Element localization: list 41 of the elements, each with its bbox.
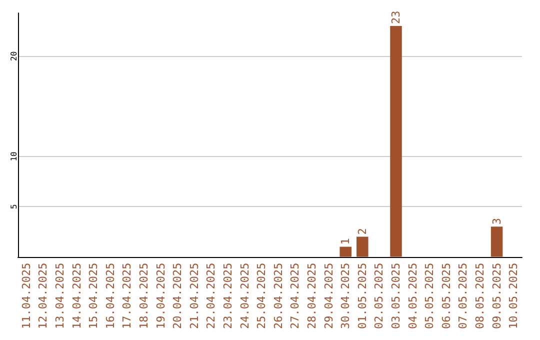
- x-tick-label: 30.04.2025: [339, 262, 352, 330]
- x-tick-label: 10.05.2025: [507, 262, 520, 330]
- x-tick-label: 09.05.2025: [490, 262, 504, 330]
- x-tick-label: 17.04.2025: [120, 262, 134, 330]
- bar: [490, 226, 503, 257]
- x-tick-label: 27.04.2025: [288, 262, 302, 330]
- bar: [340, 246, 352, 257]
- y-tick-label: 20: [10, 51, 18, 61]
- x-tick-label: 19.04.2025: [154, 262, 168, 330]
- data-label: 23: [390, 10, 402, 24]
- x-tick-label: 05.05.2025: [423, 262, 436, 330]
- x-tick-label: 03.05.2025: [390, 262, 402, 330]
- bar: [390, 26, 402, 257]
- x-tick-label: 29.04.2025: [322, 262, 336, 330]
- x-tick-label: 14.04.2025: [70, 262, 84, 330]
- x-tick-label: 01.05.2025: [356, 262, 369, 330]
- x-tick-label: 26.04.2025: [272, 262, 285, 330]
- x-tick-label: 28.04.2025: [306, 262, 318, 330]
- x-tick-label: 21.04.2025: [188, 262, 201, 330]
- x-tick-label: 07.05.2025: [456, 262, 470, 330]
- x-tick-label: 20.04.2025: [171, 262, 184, 330]
- y-tick-label: 5: [10, 204, 18, 210]
- x-tick-label: 12.04.2025: [36, 262, 50, 330]
- x-tick-label: 06.05.2025: [440, 262, 453, 330]
- y-tick-label: 10: [10, 151, 18, 162]
- x-tick-label: 22.04.2025: [204, 262, 218, 330]
- x-tick-label: 11.04.2025: [20, 262, 33, 330]
- x-tick-label: 16.04.2025: [104, 262, 117, 330]
- x-tick-label: 13.04.2025: [54, 262, 66, 330]
- data-label: 1: [339, 238, 352, 245]
- x-tick-label: 23.04.2025: [222, 262, 234, 330]
- data-label: 3: [490, 218, 504, 225]
- x-tick-label: 25.04.2025: [255, 262, 268, 330]
- x-tick-label: 08.05.2025: [474, 262, 486, 330]
- x-tick-label: 04.05.2025: [406, 262, 420, 330]
- x-tick-label: 15.04.2025: [87, 262, 100, 330]
- bar: [356, 236, 368, 257]
- x-tick-label: 02.05.2025: [372, 262, 386, 330]
- x-tick-label: 18.04.2025: [138, 262, 150, 330]
- data-label: 2: [356, 228, 369, 235]
- x-tick-label: 24.04.2025: [238, 262, 252, 330]
